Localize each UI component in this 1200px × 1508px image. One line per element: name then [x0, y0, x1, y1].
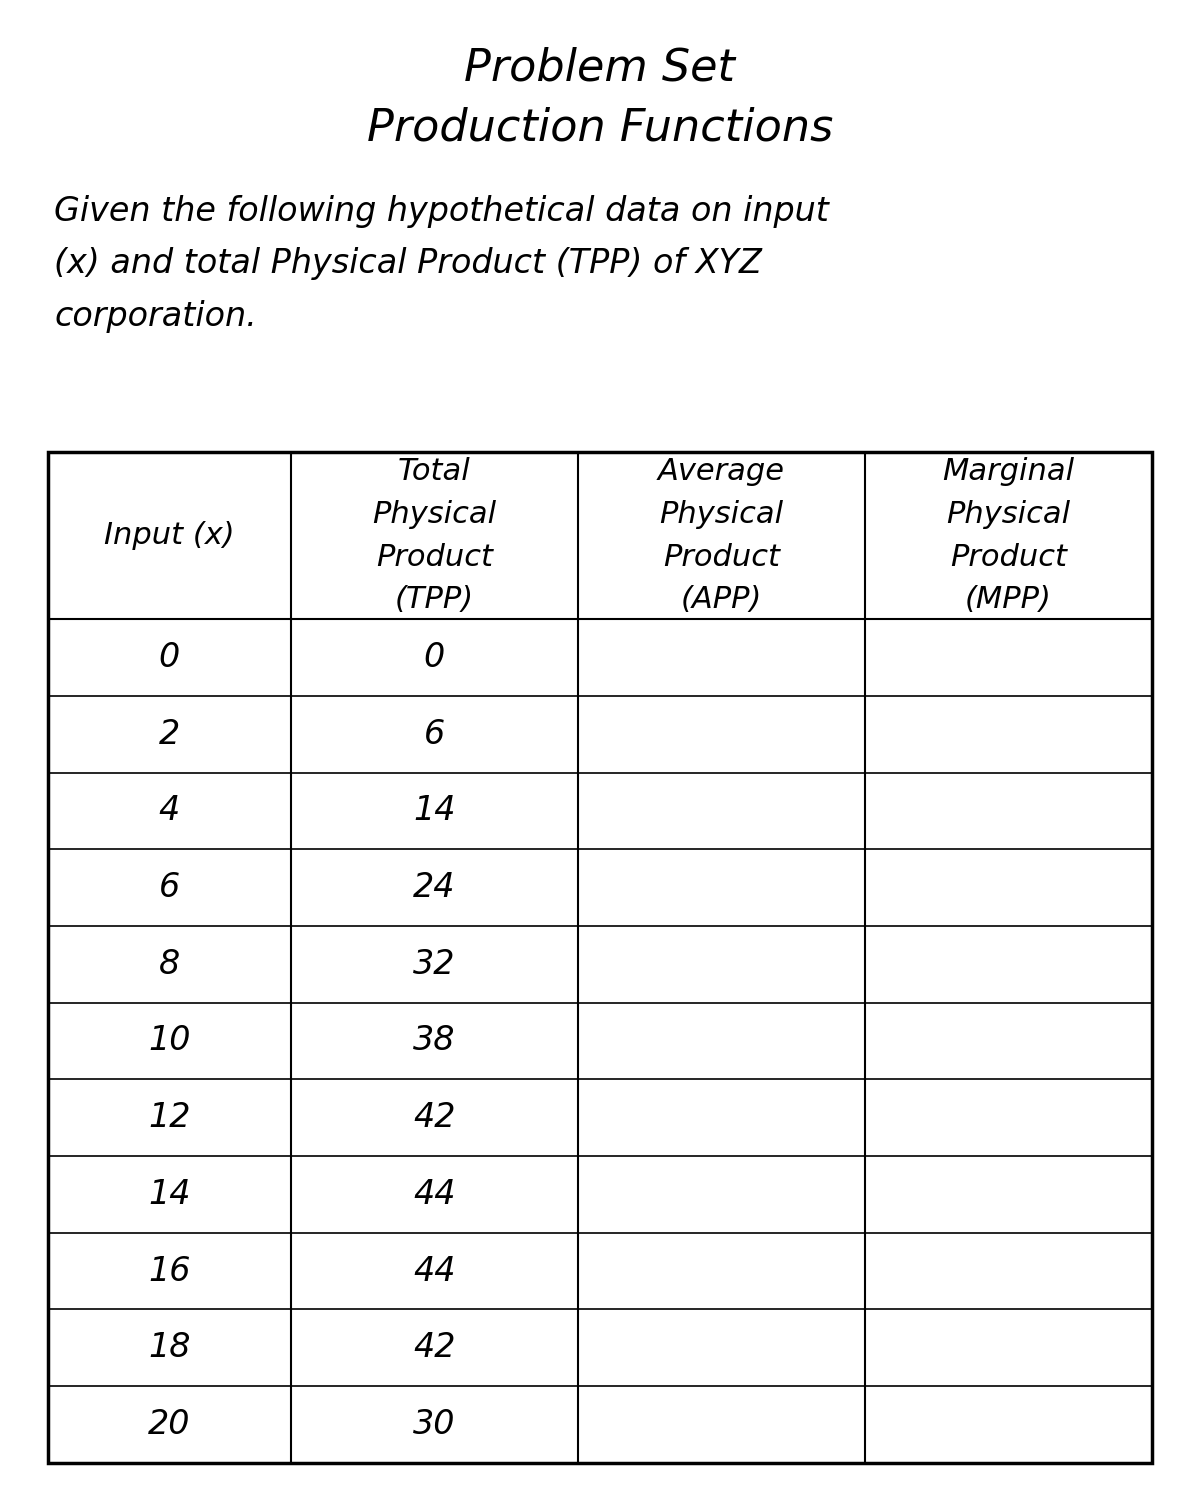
Text: 16: 16	[148, 1255, 191, 1288]
Text: 38: 38	[413, 1024, 456, 1057]
Text: Marginal
Physical
Product
(MPP): Marginal Physical Product (MPP)	[942, 457, 1074, 614]
Text: Problem Set: Problem Set	[464, 47, 736, 89]
Text: 44: 44	[413, 1255, 456, 1288]
Text: 14: 14	[148, 1178, 191, 1211]
Text: 18: 18	[148, 1332, 191, 1365]
Text: 42: 42	[413, 1101, 456, 1134]
Text: 0: 0	[424, 641, 445, 674]
Text: 6: 6	[424, 718, 445, 751]
Text: 10: 10	[148, 1024, 191, 1057]
Text: 14: 14	[413, 795, 456, 828]
Text: 8: 8	[158, 947, 180, 980]
Text: Total
Physical
Product
(TPP): Total Physical Product (TPP)	[372, 457, 497, 614]
Text: 12: 12	[148, 1101, 191, 1134]
Text: Input (x): Input (x)	[104, 522, 235, 550]
Text: Production Functions: Production Functions	[367, 107, 833, 149]
Text: Given the following hypothetical data on input: Given the following hypothetical data on…	[54, 195, 829, 228]
Text: Average
Physical
Product
(APP): Average Physical Product (APP)	[658, 457, 785, 614]
Text: 2: 2	[158, 718, 180, 751]
Text: 32: 32	[413, 947, 456, 980]
Text: 44: 44	[413, 1178, 456, 1211]
Text: 30: 30	[413, 1408, 456, 1442]
Text: 0: 0	[158, 641, 180, 674]
Text: (x) and total Physical Product (TPP) of XYZ: (x) and total Physical Product (TPP) of …	[54, 247, 762, 280]
Text: 4: 4	[158, 795, 180, 828]
Bar	[48, 452, 1152, 1463]
Text: 20: 20	[148, 1408, 191, 1442]
Text: 42: 42	[413, 1332, 456, 1365]
Text: 6: 6	[158, 872, 180, 903]
Text: corporation.: corporation.	[54, 300, 257, 333]
Text: 24: 24	[413, 872, 456, 903]
